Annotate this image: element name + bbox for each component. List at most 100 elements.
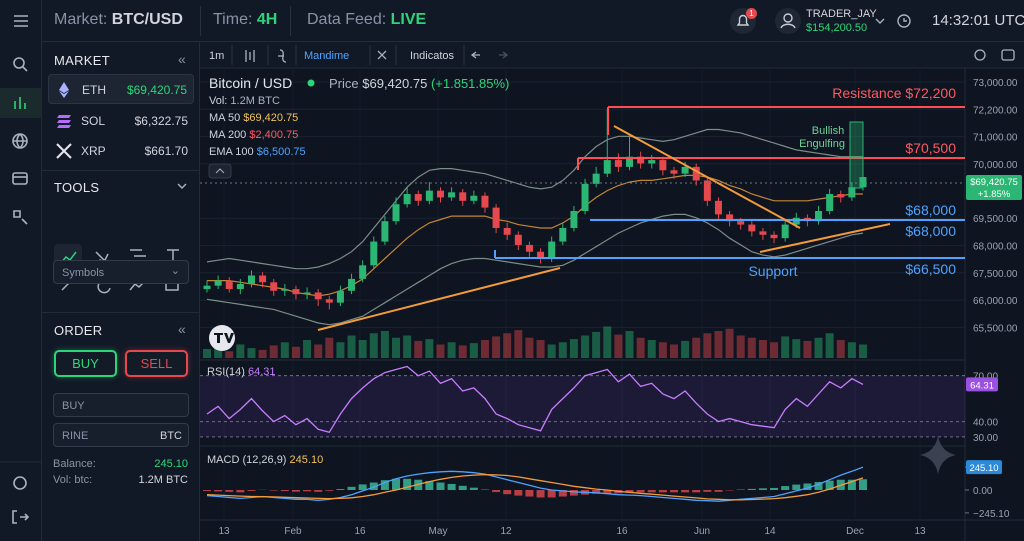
candle-body bbox=[648, 160, 656, 164]
x-tick-label: 16 bbox=[616, 526, 628, 537]
volume-bar bbox=[325, 337, 334, 358]
macd-hist bbox=[625, 490, 634, 493]
interval[interactable]: 1m bbox=[209, 50, 224, 62]
x-tick-label: Dec bbox=[846, 526, 864, 537]
candle-body bbox=[414, 194, 422, 201]
market-row[interactable]: ETH $69,420.75 bbox=[48, 74, 194, 104]
menu-icon[interactable] bbox=[14, 15, 28, 27]
candle-body bbox=[392, 204, 400, 222]
buy-button[interactable]: BUY bbox=[54, 350, 117, 377]
volume-bar bbox=[280, 342, 289, 358]
wallet-icon[interactable] bbox=[12, 172, 28, 185]
macd-tick-label: 245.10 bbox=[969, 463, 998, 474]
collapse[interactable]: « bbox=[178, 51, 186, 67]
candle-type[interactable] bbox=[245, 50, 255, 62]
volume-bar bbox=[403, 335, 412, 358]
legend-value: $69,420.75 bbox=[243, 112, 298, 124]
price-info: Price $69,420.75 (+1.851.85%) bbox=[329, 76, 509, 91]
y-tick-label: 65,500.00 bbox=[973, 323, 1018, 334]
candle-body bbox=[659, 160, 667, 171]
y-tick-label: 67,500.00 bbox=[973, 269, 1018, 280]
y-tick-label: 71,000.00 bbox=[973, 133, 1018, 144]
select-text: Symbols bbox=[62, 267, 105, 279]
volume-bar bbox=[592, 331, 601, 358]
candle-body bbox=[525, 244, 533, 252]
help-icon[interactable] bbox=[13, 476, 27, 490]
live-dot bbox=[307, 79, 315, 87]
candle-body bbox=[292, 289, 300, 295]
amount-input[interactable]: BUY bbox=[53, 393, 189, 417]
undo[interactable] bbox=[470, 51, 480, 59]
market-row[interactable]: SOL $6,322.75 bbox=[48, 106, 194, 136]
change-badge-text: +1.85% bbox=[978, 189, 1011, 200]
volume-bar bbox=[558, 342, 567, 358]
volume-bar bbox=[369, 333, 378, 358]
x-tick-label: 14 bbox=[764, 526, 776, 537]
legend-row: Vol: 1.2M BTC bbox=[209, 95, 280, 107]
market-row[interactable]: XRP $661.70 bbox=[48, 136, 194, 166]
macd-hist bbox=[658, 490, 667, 493]
candle-body bbox=[614, 160, 622, 167]
timeframe[interactable]: Time: 4H bbox=[213, 11, 277, 29]
avatar[interactable] bbox=[775, 8, 801, 34]
volume-bar bbox=[536, 340, 545, 358]
candle-body bbox=[714, 200, 722, 215]
rsi-tick-label: 70.00 bbox=[973, 372, 998, 383]
fx-button[interactable] bbox=[278, 49, 287, 63]
rsi-zone bbox=[200, 375, 965, 437]
placeholder: RINE bbox=[62, 430, 89, 442]
volume-bar bbox=[725, 328, 734, 358]
candle-body bbox=[247, 275, 255, 284]
chart-type[interactable]: Mandime bbox=[304, 50, 349, 62]
macd-hist bbox=[536, 490, 545, 498]
settings[interactable] bbox=[974, 49, 986, 61]
collapse-legend[interactable] bbox=[208, 163, 232, 179]
candle-body bbox=[236, 283, 244, 290]
price: $6,322.75 bbox=[134, 114, 188, 128]
indicators[interactable]: Indicatos bbox=[410, 50, 455, 62]
value: 245.10 bbox=[290, 454, 324, 466]
divider bbox=[42, 312, 200, 313]
chart-icon[interactable] bbox=[14, 97, 26, 109]
pattern-label: Bullish bbox=[812, 125, 844, 137]
pattern-box bbox=[849, 121, 864, 189]
legend-value: $2,400.75 bbox=[249, 129, 298, 141]
candle-body bbox=[592, 173, 600, 184]
screenshot[interactable] bbox=[1001, 49, 1015, 61]
x-tick-label: May bbox=[429, 526, 448, 537]
symbols-select[interactable]: Symbols ⌄ bbox=[53, 260, 189, 284]
label: RSI(14) bbox=[207, 366, 245, 378]
collapse[interactable]: « bbox=[178, 321, 186, 337]
compare[interactable] bbox=[377, 50, 387, 60]
redo[interactable] bbox=[499, 51, 509, 59]
macd-hist bbox=[458, 485, 467, 490]
bell[interactable] bbox=[730, 8, 756, 34]
candle-body bbox=[559, 227, 567, 242]
active-nav[interactable] bbox=[0, 88, 42, 118]
volume-bar bbox=[514, 330, 523, 358]
line-tool[interactable] bbox=[129, 280, 146, 291]
price-input[interactable]: RINE BTC bbox=[53, 423, 189, 447]
macd-hist bbox=[847, 479, 856, 490]
market-selector[interactable]: Market: BTC/USD bbox=[54, 11, 183, 29]
volume-bar bbox=[291, 346, 300, 358]
rsi-title: RSI(14) 64.31 bbox=[207, 366, 276, 378]
volume-bar bbox=[525, 337, 534, 358]
change: (+1.851.85%) bbox=[431, 76, 509, 91]
macd-hist bbox=[314, 490, 323, 492]
bell-icon bbox=[736, 14, 750, 26]
volume-bar bbox=[669, 344, 678, 358]
time: 4H bbox=[256, 11, 278, 28]
macd-hist bbox=[503, 490, 512, 495]
scan-icon[interactable] bbox=[13, 210, 28, 225]
logout-icon[interactable] bbox=[12, 510, 30, 524]
search-icon[interactable] bbox=[13, 57, 25, 69]
macd-hist bbox=[825, 480, 834, 490]
section-title: ORDER bbox=[54, 323, 103, 338]
candle-body bbox=[348, 278, 356, 291]
volume-bar bbox=[414, 340, 423, 358]
sell-button[interactable]: SELL bbox=[125, 350, 188, 377]
candle-body bbox=[503, 227, 511, 235]
chevron: ⌄ bbox=[170, 265, 180, 277]
macd-hist bbox=[403, 478, 412, 490]
